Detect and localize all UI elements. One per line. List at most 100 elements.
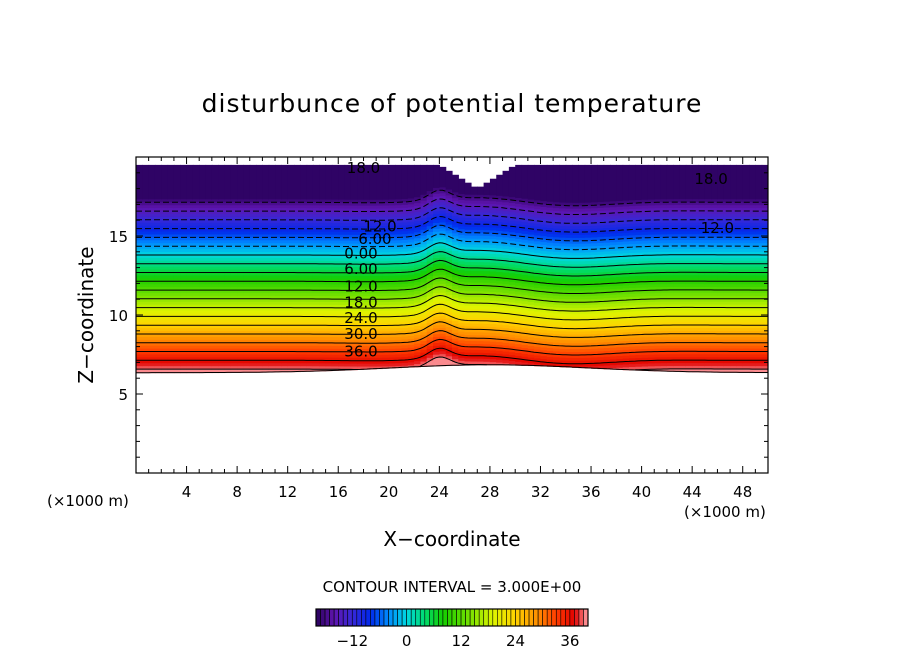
field-cell [420, 224, 428, 228]
field-cell [641, 354, 649, 359]
field-cell [521, 269, 529, 273]
field-cell [483, 212, 491, 217]
field-cell [489, 204, 497, 208]
field-cell [180, 222, 188, 227]
field-cell [647, 266, 655, 271]
field-cell [414, 252, 421, 257]
field-cell [319, 225, 327, 230]
field-cell [306, 240, 314, 244]
field-cell [635, 276, 643, 280]
field-cell [319, 290, 327, 294]
field-cell [439, 237, 447, 241]
field-cell [401, 283, 409, 288]
field-cell [426, 252, 434, 257]
field-cell [483, 218, 491, 222]
field-cell [382, 252, 390, 256]
field-cell [553, 272, 561, 276]
field-cell [388, 275, 396, 280]
field-cell [249, 351, 257, 356]
field-cell [382, 316, 390, 321]
field-cell [414, 352, 421, 356]
field-cell [376, 316, 384, 321]
field-cell [647, 331, 655, 335]
field-cell [452, 227, 459, 231]
field-cell [477, 282, 485, 287]
field-cell [464, 317, 472, 322]
field-cell [610, 327, 617, 331]
field-cell [224, 234, 232, 239]
field-cell [142, 246, 150, 250]
field-cell [357, 223, 365, 227]
field-cell [344, 214, 352, 218]
field-cell [325, 290, 333, 294]
field-cell [243, 199, 251, 203]
field-cell [205, 278, 213, 282]
field-cell [224, 293, 232, 297]
field-cell [382, 223, 390, 227]
field-cell [635, 243, 643, 248]
field-cell [508, 255, 516, 260]
field-cell [628, 290, 636, 295]
field-cell [647, 249, 655, 253]
field-cell [515, 268, 523, 272]
field-cell [230, 345, 238, 350]
field-cell [433, 340, 440, 344]
field-cell [211, 216, 219, 221]
field-cell [452, 268, 459, 272]
field-cell [452, 224, 459, 229]
field-cell [578, 360, 586, 365]
field-cell [338, 328, 346, 332]
field-cell [515, 241, 523, 246]
field-cell [401, 210, 409, 215]
field-cell [622, 314, 630, 319]
field-cell [521, 362, 529, 366]
field-cell [603, 233, 611, 238]
field-cell [357, 220, 365, 224]
field-cell [433, 354, 440, 359]
field-cell [641, 278, 649, 283]
field-cell [591, 249, 598, 253]
field-cell [357, 246, 365, 251]
field-cell [363, 237, 371, 242]
field-cell [654, 234, 662, 239]
field-cell [136, 225, 143, 230]
field-cell [344, 255, 352, 259]
field-cell [331, 319, 339, 324]
field-cell [167, 322, 175, 326]
field-cell [192, 348, 200, 353]
field-cell [401, 225, 409, 229]
field-cell [426, 278, 434, 283]
field-cell [597, 263, 605, 268]
field-cell [287, 336, 295, 341]
field-cell [464, 261, 472, 266]
field-cell [515, 271, 523, 275]
field-cell [395, 208, 403, 212]
field-cell [211, 325, 219, 329]
field-cell [224, 348, 232, 353]
field-cell [401, 237, 409, 241]
field-cell [572, 316, 579, 321]
field-cell [641, 272, 649, 277]
field-cell [388, 234, 396, 239]
field-cell [445, 353, 453, 357]
field-cell [154, 257, 162, 262]
field-cell [325, 307, 333, 312]
field-cell [325, 255, 333, 259]
field-cell [167, 257, 175, 262]
field-cell [382, 302, 390, 306]
field-cell [610, 210, 617, 214]
field-cell [647, 348, 655, 353]
field-cell [186, 252, 194, 256]
field-cell [654, 281, 662, 285]
field-cell [401, 307, 409, 311]
field-cell [224, 208, 232, 212]
field-cell [508, 284, 516, 289]
field-cell [338, 255, 346, 259]
field-cell [527, 316, 535, 321]
field-cell [553, 225, 561, 230]
field-cell [433, 258, 440, 262]
field-cell [262, 342, 270, 347]
field-cell [249, 369, 257, 373]
field-cell [635, 317, 643, 321]
field-cell [211, 360, 219, 364]
